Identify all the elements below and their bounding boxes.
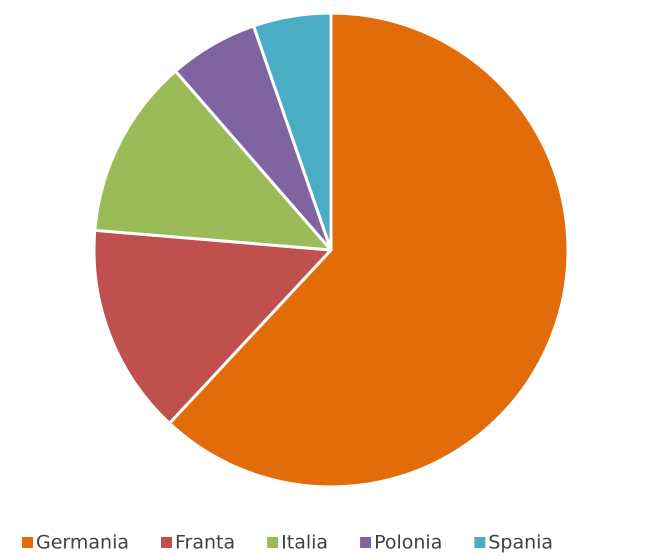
pie-slice [252, 11, 333, 252]
legend-label: Germania [36, 532, 129, 554]
legend-label: Franta [175, 532, 235, 554]
legend-swatch [474, 537, 486, 548]
pie-slice [92, 228, 333, 425]
legend-swatch [161, 537, 173, 548]
legend-label: Italia [281, 532, 328, 554]
legend-label: Spania [488, 532, 553, 554]
pie-slice [93, 69, 333, 252]
legend-swatch [267, 537, 279, 548]
pie-slice [167, 11, 570, 489]
legend-swatch [360, 537, 372, 548]
legend-label: Polonia [374, 532, 442, 554]
legend-swatch [22, 537, 33, 548]
